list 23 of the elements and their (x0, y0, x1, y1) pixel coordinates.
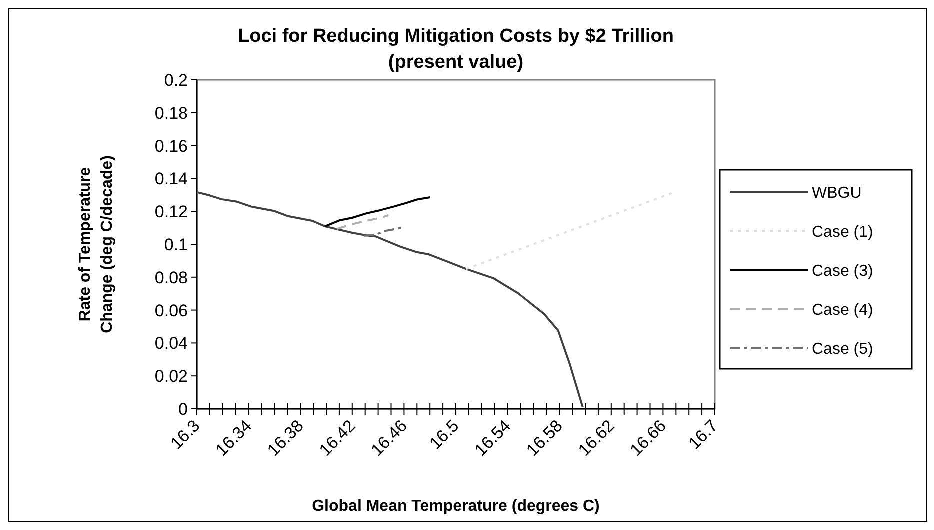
line-series (336, 214, 390, 230)
legend-label: Case (1) (812, 224, 874, 241)
legend-label: WBGU (812, 185, 862, 202)
y-tick-label: 0.1 (164, 236, 188, 254)
y-axis-title: Rate of Temperature Change (deg C/decade) (77, 156, 116, 334)
x-axis-title: Global Mean Temperature (degrees C) (312, 498, 600, 515)
y-tick-label: 0 (178, 400, 188, 419)
y-tick-label: 0.02 (154, 367, 188, 386)
legend-label: Case (3) (812, 263, 874, 280)
line-series (197, 192, 584, 408)
line-series (363, 227, 403, 237)
y-tick-label: 0.12 (154, 202, 188, 222)
y-tick-label: 0.16 (154, 136, 188, 156)
y-tick-label: 0.2 (164, 71, 188, 90)
chart-title: Loci for Reducing Mitigation Costs by $2 Trillion (present value) (238, 26, 674, 73)
y-tick-label: 0.08 (154, 268, 188, 288)
y-tick-label: 0.18 (154, 104, 188, 123)
y-tick-label: 0.04 (154, 334, 188, 354)
line-series (324, 196, 432, 228)
legend-label: Case (5) (812, 341, 874, 358)
legend-label: Case (4) (812, 302, 874, 319)
y-tick-label: 0.14 (154, 170, 188, 189)
y-tick-label: 0.06 (154, 301, 188, 320)
